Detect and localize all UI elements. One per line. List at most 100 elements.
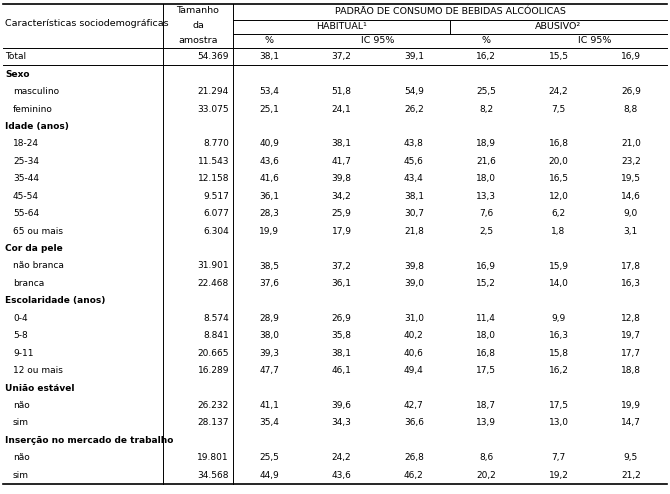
Text: 5-8: 5-8: [13, 331, 27, 340]
Text: %: %: [482, 37, 490, 45]
Text: Total: Total: [5, 52, 26, 61]
Text: 28,3: 28,3: [259, 209, 279, 218]
Text: da: da: [192, 22, 204, 31]
Text: 41,6: 41,6: [259, 174, 279, 183]
Text: sim: sim: [13, 471, 29, 480]
Text: branca: branca: [13, 279, 44, 288]
Text: 9.517: 9.517: [203, 192, 229, 201]
Text: 43,4: 43,4: [404, 174, 423, 183]
Text: 34,3: 34,3: [332, 418, 352, 427]
Text: 9-11: 9-11: [13, 349, 34, 358]
Text: 18-24: 18-24: [13, 139, 39, 148]
Text: 51,8: 51,8: [332, 87, 352, 96]
Text: Escolaridade (anos): Escolaridade (anos): [5, 296, 105, 305]
Text: 36,6: 36,6: [404, 418, 424, 427]
Text: masculino: masculino: [13, 87, 59, 96]
Text: 3,1: 3,1: [624, 227, 638, 236]
Text: 12,0: 12,0: [549, 192, 568, 201]
Text: 41,1: 41,1: [259, 401, 279, 410]
Text: 45-54: 45-54: [13, 192, 39, 201]
Text: %: %: [265, 37, 273, 45]
Text: 18,0: 18,0: [476, 331, 496, 340]
Text: 26,9: 26,9: [332, 314, 352, 323]
Text: 19,5: 19,5: [621, 174, 641, 183]
Text: 16,3: 16,3: [621, 279, 641, 288]
Text: 23,2: 23,2: [621, 157, 641, 166]
Text: 26.232: 26.232: [198, 401, 229, 410]
Text: 8,2: 8,2: [479, 105, 493, 114]
Text: 18,0: 18,0: [476, 174, 496, 183]
Text: 38,1: 38,1: [404, 192, 424, 201]
Text: 55-64: 55-64: [13, 209, 39, 218]
Text: 12,8: 12,8: [621, 314, 641, 323]
Text: 41,7: 41,7: [332, 157, 352, 166]
Text: 18,7: 18,7: [476, 401, 496, 410]
Text: 19,9: 19,9: [259, 227, 279, 236]
Text: 15,5: 15,5: [549, 52, 569, 61]
Text: 38,5: 38,5: [259, 261, 279, 271]
Text: amostra: amostra: [178, 37, 218, 45]
Text: HABITUAL¹: HABITUAL¹: [316, 23, 367, 32]
Text: ABUSIVO²: ABUSIVO²: [535, 23, 582, 32]
Text: 25-34: 25-34: [13, 157, 39, 166]
Text: 8.574: 8.574: [203, 314, 229, 323]
Text: 18,8: 18,8: [621, 366, 641, 375]
Text: 16,8: 16,8: [476, 349, 496, 358]
Text: 24,2: 24,2: [332, 453, 351, 462]
Text: 7,6: 7,6: [479, 209, 493, 218]
Text: 17,8: 17,8: [621, 261, 641, 271]
Text: 44,9: 44,9: [259, 471, 279, 480]
Text: 17,7: 17,7: [621, 349, 641, 358]
Text: 12.158: 12.158: [198, 174, 229, 183]
Text: 17,5: 17,5: [549, 401, 569, 410]
Text: 26,8: 26,8: [404, 453, 423, 462]
Text: não: não: [13, 401, 29, 410]
Text: 20.665: 20.665: [198, 349, 229, 358]
Text: 43,6: 43,6: [332, 471, 352, 480]
Text: 9,5: 9,5: [624, 453, 638, 462]
Text: não branca: não branca: [13, 261, 64, 271]
Text: 35,8: 35,8: [332, 331, 352, 340]
Text: 21,8: 21,8: [404, 227, 423, 236]
Text: 37,2: 37,2: [332, 261, 352, 271]
Text: 43,6: 43,6: [259, 157, 279, 166]
Text: 22.468: 22.468: [198, 279, 229, 288]
Text: 21,2: 21,2: [621, 471, 641, 480]
Text: 37,6: 37,6: [259, 279, 279, 288]
Text: 25,1: 25,1: [259, 105, 279, 114]
Text: 39,1: 39,1: [404, 52, 424, 61]
Text: 20,2: 20,2: [476, 471, 496, 480]
Text: 28,9: 28,9: [259, 314, 279, 323]
Text: 38,0: 38,0: [259, 331, 279, 340]
Text: 18,9: 18,9: [476, 139, 496, 148]
Text: 17,9: 17,9: [332, 227, 352, 236]
Text: 45,6: 45,6: [404, 157, 423, 166]
Text: 43,8: 43,8: [404, 139, 423, 148]
Text: 12 ou mais: 12 ou mais: [13, 366, 63, 375]
Text: 26,2: 26,2: [404, 105, 423, 114]
Text: 9,9: 9,9: [551, 314, 565, 323]
Text: 20,0: 20,0: [549, 157, 568, 166]
Text: 47,7: 47,7: [259, 366, 279, 375]
Text: 34.568: 34.568: [198, 471, 229, 480]
Text: 16,8: 16,8: [549, 139, 569, 148]
Text: 26,9: 26,9: [621, 87, 641, 96]
Text: Cor da pele: Cor da pele: [5, 244, 63, 253]
Text: 16.289: 16.289: [198, 366, 229, 375]
Text: Tamanho: Tamanho: [177, 6, 220, 15]
Text: 9,0: 9,0: [624, 209, 638, 218]
Text: 38,1: 38,1: [332, 349, 352, 358]
Text: 8.770: 8.770: [203, 139, 229, 148]
Text: 40,6: 40,6: [404, 349, 423, 358]
Text: 31,0: 31,0: [404, 314, 424, 323]
Text: União estável: União estável: [5, 383, 74, 393]
Text: 39,6: 39,6: [332, 401, 352, 410]
Text: 0-4: 0-4: [13, 314, 27, 323]
Text: 16,3: 16,3: [549, 331, 569, 340]
Text: 40,2: 40,2: [404, 331, 423, 340]
Text: 21,6: 21,6: [476, 157, 496, 166]
Text: 7,5: 7,5: [551, 105, 565, 114]
Text: 31.901: 31.901: [198, 261, 229, 271]
Text: 21.294: 21.294: [198, 87, 229, 96]
Text: 54.369: 54.369: [198, 52, 229, 61]
